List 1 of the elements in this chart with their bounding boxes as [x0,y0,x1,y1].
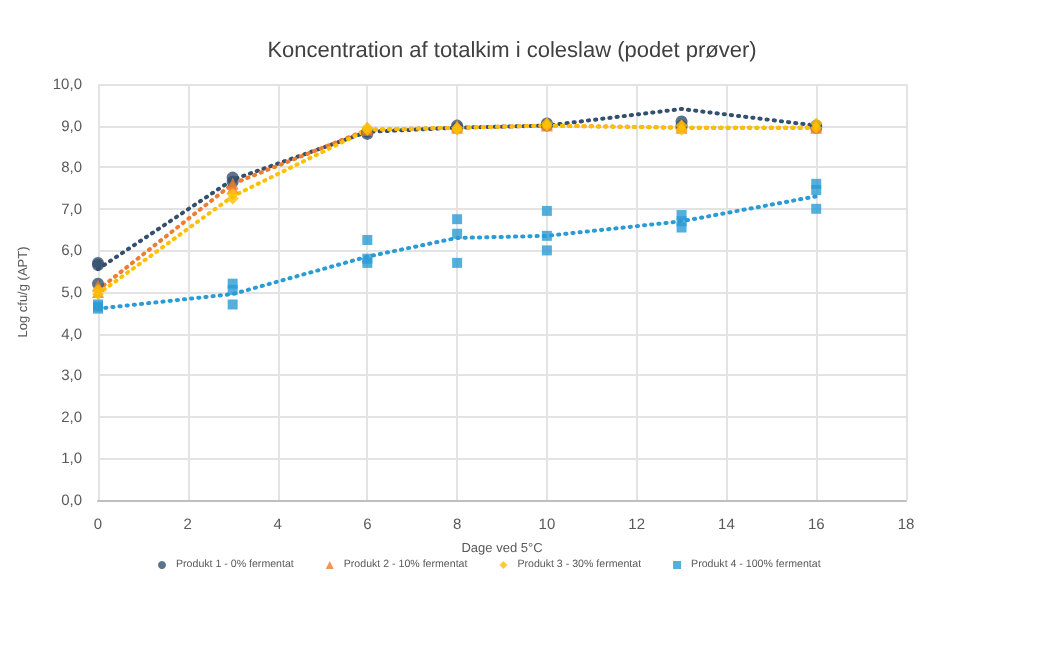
chart-title: Koncentration af totalkim i coleslaw (podet prøver) [267,39,757,63]
